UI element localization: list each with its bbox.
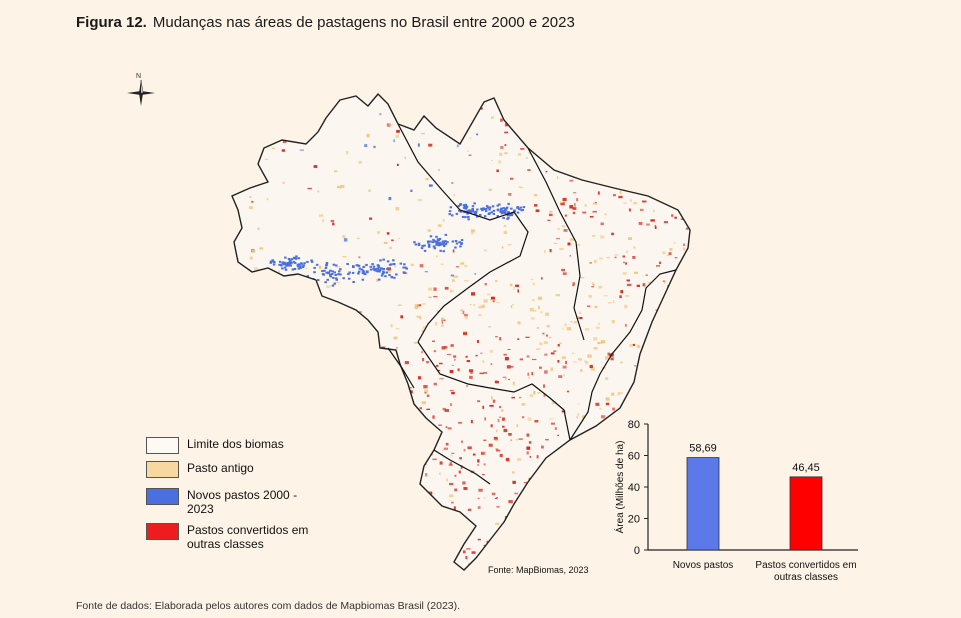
figure-title: Figura 12. Mudanças nas áreas de pastagen… xyxy=(76,14,575,31)
compass-north-label: N xyxy=(136,73,142,80)
legend-swatch-old-pasture xyxy=(146,461,179,478)
figure-label: Figura 12. xyxy=(76,14,147,31)
chart-value-label: 46,45 xyxy=(792,462,820,474)
map-source: Fonte: MapBiomas, 2023 xyxy=(488,565,589,575)
brazil-pasture-map xyxy=(231,93,691,571)
legend-item-biome-limits: Limite dos biomas xyxy=(146,437,317,454)
pasture-texture xyxy=(232,94,690,570)
chart-value-label: 58,69 xyxy=(689,443,717,455)
legend-swatch-converted-pasture xyxy=(146,523,179,540)
legend-swatch-biome-limits xyxy=(146,437,179,454)
chart-y-tick-label: 20 xyxy=(628,514,640,526)
legend-item-converted-pasture: Pastos convertidos em outras classes xyxy=(146,523,317,551)
chart-y-tick-label: 60 xyxy=(628,451,640,463)
legend-label-new-pasture: Novos pastos 2000 - 2023 xyxy=(187,488,298,516)
legend-label-biome-limits: Limite dos biomas xyxy=(187,437,284,451)
compass-rose-icon xyxy=(127,79,155,106)
legend-swatch-new-pasture xyxy=(146,488,179,505)
biome-boundaries xyxy=(387,123,677,485)
legend-item-old-pasture: Pasto antigo xyxy=(146,461,317,478)
legend-label-old-pasture: Pasto antigo xyxy=(187,461,254,475)
legend-item-new-pasture: Novos pastos 2000 - 2023 xyxy=(146,488,317,516)
chart-y-tick-label: 40 xyxy=(628,482,640,494)
chart-y-tick-label: 80 xyxy=(628,419,640,431)
legend-label-converted-pasture: Pastos convertidos em outras classes xyxy=(187,523,309,551)
chart-bar xyxy=(686,457,720,551)
data-source-note: Fonte de dados: Elaborada pelos autores … xyxy=(76,600,461,612)
chart-category-label: Novos pastos xyxy=(673,560,734,571)
chart-y-axis-label: Área (Milhões de ha) xyxy=(613,441,626,534)
figure-caption: Mudanças nas áreas de pastagens no Brasi… xyxy=(152,14,575,31)
chart-y-tick-label: 0 xyxy=(634,545,640,557)
chart-category-label: Pastos convertidos em xyxy=(755,560,856,571)
chart-category-label: outras classes xyxy=(774,572,838,583)
chart-bar xyxy=(789,476,823,551)
